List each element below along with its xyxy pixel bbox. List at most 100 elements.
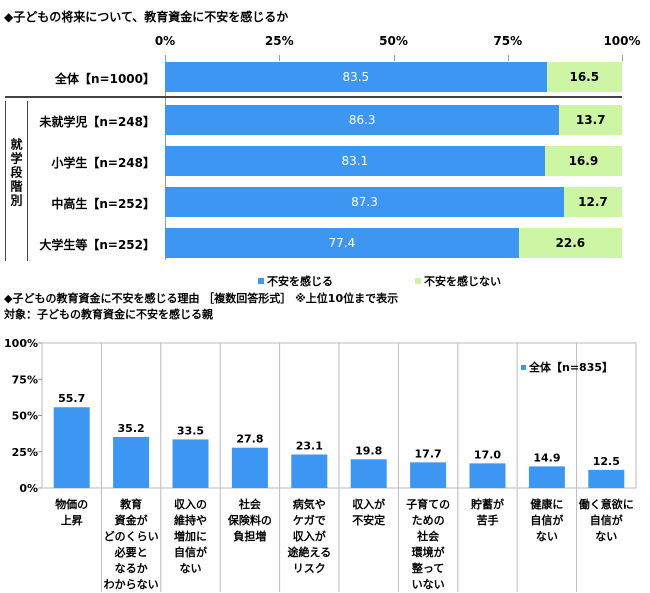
x-category-label: 自信が xyxy=(590,513,623,527)
x-category-label: 整って xyxy=(411,561,444,575)
group-label: 就学段階別 xyxy=(9,138,23,208)
bar-not-anxious: 12.7 xyxy=(563,187,622,217)
x-category-label: いない xyxy=(412,578,445,591)
x-category-label: リスク xyxy=(293,562,326,575)
x-tick-label: 25% xyxy=(264,34,294,48)
data-label: 33.5 xyxy=(177,424,204,437)
chart2-subtitle: 対象：子どもの教育資金に不安を感じる親 xyxy=(4,308,213,321)
group-bracket xyxy=(5,101,28,261)
x-category-label: 子育ての xyxy=(406,497,450,511)
bar-anxious: 77.4 xyxy=(165,228,519,258)
x-tick-label: 50% xyxy=(379,34,408,48)
x-category-label: 物価の xyxy=(55,497,88,511)
x-tick-mark xyxy=(507,55,509,61)
x-category-label: 収入が xyxy=(293,529,326,543)
bar-not-anxious: 16.9 xyxy=(544,146,622,176)
bar xyxy=(113,436,150,488)
row-label: 中高生【n=252】 xyxy=(51,197,155,211)
x-tick-mark xyxy=(393,55,395,61)
row-label: 未就学児【n=248】 xyxy=(39,115,155,129)
x-tick-label: 100% xyxy=(603,34,641,48)
bar xyxy=(528,466,565,488)
legend-swatch xyxy=(415,278,421,284)
x-category-label: 苦手 xyxy=(477,513,499,527)
legend-item: 不安を感じない xyxy=(415,273,501,289)
x-category-label: 資金が xyxy=(115,513,148,527)
data-label: 35.2 xyxy=(118,422,145,435)
bar-not-anxious: 22.6 xyxy=(518,228,622,258)
x-tick-label: 0% xyxy=(154,34,176,48)
bar-not-anxious: 13.7 xyxy=(559,105,622,135)
chart1-title: ◆子どもの将来について、教育資金に不安を感じるか xyxy=(4,10,289,24)
legend-swatch xyxy=(521,365,526,370)
x-category-label: 自信が xyxy=(174,545,207,559)
x-category-label: 環境が xyxy=(412,545,445,559)
x-category-label: 健康に xyxy=(530,497,563,511)
x-category-label: 社会 xyxy=(416,529,440,543)
x-category-label: 保険料の xyxy=(227,513,272,527)
x-category-label: ない xyxy=(180,562,202,575)
y-tick-label: 100% xyxy=(4,337,38,350)
x-category-label: 貯蓄が xyxy=(471,497,504,511)
group-separator xyxy=(5,96,622,98)
bar xyxy=(588,469,625,488)
data-label: 17.0 xyxy=(474,448,501,461)
x-category-label: 収入が xyxy=(352,497,385,511)
x-category-label: 不安定 xyxy=(352,513,385,527)
bar xyxy=(410,462,447,488)
data-label: 17.7 xyxy=(415,447,442,460)
x-tick-label: 75% xyxy=(493,34,523,48)
chart2-title: ◆子どもの教育資金に不安を感じる理由 ［複数回答形式］ ※上位10位まで表示 xyxy=(4,292,399,305)
bar xyxy=(350,459,387,488)
x-category-label: 自信が xyxy=(530,513,563,527)
legend-item: 不安を感じる xyxy=(258,273,333,289)
bar-anxious: 83.1 xyxy=(165,146,545,176)
row-label: 全体【n=1000】 xyxy=(55,72,155,86)
x-category-label: わからない xyxy=(104,578,159,591)
row-label: 小学生【n=248】 xyxy=(51,156,155,170)
x-category-label: 途絶える xyxy=(287,545,331,559)
x-category-label: 増加に xyxy=(174,529,207,543)
x-category-label: 必要と xyxy=(114,545,148,559)
x-tick-mark xyxy=(622,55,623,61)
legend-swatch xyxy=(258,278,264,284)
data-label: 12.5 xyxy=(593,455,620,468)
legend-label: 全体【n=835】 xyxy=(528,360,613,374)
x-tick-mark xyxy=(279,55,281,61)
x-category-label: なるか xyxy=(115,562,148,575)
legend-label: 不安を感じる xyxy=(267,275,333,288)
bar-not-anxious: 16.5 xyxy=(546,62,622,92)
bar-anxious: 87.3 xyxy=(165,187,564,217)
bar xyxy=(291,454,328,488)
x-category-label: 教育 xyxy=(119,497,142,511)
y-tick-label: 50% xyxy=(12,410,38,423)
y-tick-label: 25% xyxy=(12,446,38,459)
x-category-label: 働く意欲に xyxy=(578,497,634,511)
bar xyxy=(231,447,268,488)
bar xyxy=(469,463,506,488)
y-tick-label: 0% xyxy=(19,482,38,495)
x-category-label: 上昇 xyxy=(61,513,83,527)
x-category-label: ない xyxy=(595,530,617,543)
data-label: 23.1 xyxy=(296,440,323,453)
data-label: 55.7 xyxy=(58,392,85,405)
x-category-label: どのくらい xyxy=(104,530,159,543)
legend-label: 不安を感じない xyxy=(424,275,501,288)
x-category-label: 維持や xyxy=(174,513,207,527)
bar-anxious: 86.3 xyxy=(165,105,560,135)
x-category-label: 収入の xyxy=(174,498,207,511)
x-category-label: ケガで xyxy=(293,513,326,527)
row-label: 大学生等【n=252】 xyxy=(39,238,155,252)
x-category-label: 負担増 xyxy=(233,529,266,543)
bar-anxious: 83.5 xyxy=(165,62,547,92)
x-category-label: ための xyxy=(412,514,445,527)
data-label: 27.8 xyxy=(236,433,263,446)
x-category-label: 病気や xyxy=(293,497,326,511)
x-category-label: ない xyxy=(536,530,558,543)
data-label: 19.8 xyxy=(355,444,382,457)
x-category-label: 社会 xyxy=(238,497,262,511)
y-tick-label: 75% xyxy=(12,373,38,386)
data-label: 14.9 xyxy=(533,451,560,464)
bar xyxy=(172,439,209,488)
